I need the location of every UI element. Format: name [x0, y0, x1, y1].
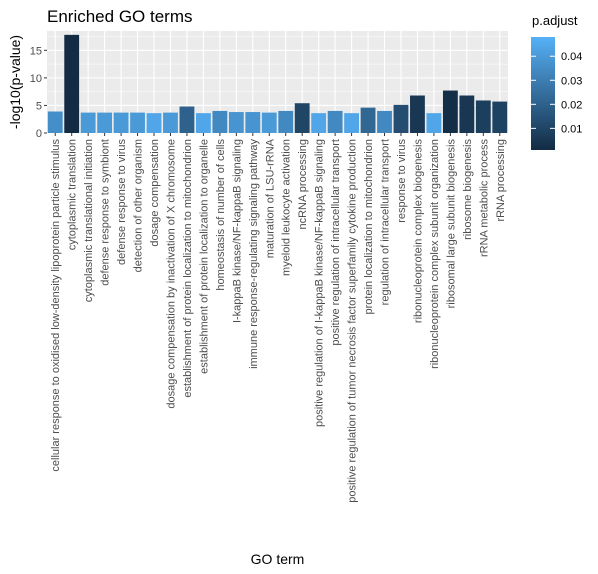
- x-tick-label: ncRNA processing: [297, 139, 309, 230]
- x-tick-label: rRNA processing: [495, 139, 507, 222]
- bar: [426, 113, 442, 133]
- legend: p.adjust 0.01 0.02 0.03 0.04: [531, 13, 582, 150]
- chart-title: Enriched GO terms: [47, 7, 193, 26]
- x-tick-label: maturation of LSU-rRNA: [264, 138, 276, 258]
- bar: [410, 95, 425, 133]
- bar: [311, 113, 327, 133]
- bar: [442, 90, 458, 133]
- y-tick-label: 15: [30, 45, 42, 57]
- x-tick-label: defense response to virus: [116, 139, 128, 265]
- bar: [245, 112, 261, 133]
- bar: [130, 112, 145, 133]
- bar: [64, 34, 80, 133]
- y-axis-ticks: 0 5 10 15: [30, 45, 47, 140]
- x-tick-label: cytoplasmic translation: [67, 139, 79, 250]
- bar: [196, 113, 211, 133]
- y-tick-label: 0: [36, 128, 42, 140]
- x-tick-label: establishment of protein localization to…: [198, 139, 210, 374]
- bar: [80, 112, 96, 133]
- x-tick-label: protein localization to mitochondrion: [363, 139, 375, 315]
- x-tick-label: ribosomal large subunit biogenesis: [445, 139, 457, 309]
- bar: [327, 110, 343, 133]
- x-tick-label: ribonucleoprotein complex subunit organi…: [429, 139, 441, 369]
- bar: [294, 103, 310, 133]
- legend-colorbar: [531, 37, 555, 150]
- bar: [261, 112, 277, 133]
- bar: [97, 112, 113, 133]
- x-tick-label: positive regulation of tumor necrosis fa…: [347, 139, 359, 503]
- y-tick-label: 5: [36, 100, 42, 112]
- bar: [113, 112, 129, 133]
- bar: [212, 110, 228, 133]
- x-tick-label: establishment of protein localization to…: [182, 139, 194, 398]
- x-tick-label: cellular response to oxidised low-densit…: [50, 139, 62, 472]
- x-tick-label: positive regulation of I-kappaB kinase/N…: [314, 139, 326, 427]
- x-tick-label: homeostasis of number of cells: [215, 139, 227, 291]
- bar: [47, 111, 63, 133]
- bar: [360, 107, 376, 133]
- legend-tick-label: 0.03: [561, 75, 582, 87]
- x-tick-label: I-kappaB kinase/NF-kappaB signaling: [231, 139, 243, 323]
- x-axis-title: GO term: [251, 551, 305, 567]
- x-tick-label: dosage compensation: [149, 139, 161, 247]
- x-tick-label: ribosome biogenesis: [462, 139, 474, 240]
- bar: [459, 95, 475, 133]
- x-tick-label: positive regulation of intracellular tra…: [330, 139, 342, 346]
- x-tick-label: ribonucleoprotein complex biogenesis: [412, 139, 424, 324]
- legend-tick-label: 0.01: [561, 123, 582, 135]
- bar: [163, 112, 178, 133]
- y-tick-label: 10: [30, 73, 42, 85]
- x-tick-label: regulation of intracellular transport: [380, 139, 392, 305]
- bar: [475, 100, 491, 133]
- legend-tick-label: 0.02: [561, 99, 582, 111]
- y-axis-title: -log10(p-value): [7, 35, 23, 129]
- x-tick-label: cytoplasmic translational initiation: [83, 139, 95, 302]
- x-tick-label: response to virus: [396, 139, 408, 223]
- bar: [179, 106, 195, 133]
- bar: [344, 113, 359, 133]
- bars: [47, 34, 508, 133]
- x-tick-label: detection of other organism: [133, 139, 145, 272]
- bar: [393, 104, 409, 133]
- legend-title: p.adjust: [532, 13, 578, 28]
- x-tick-label: immune response-regulating signaling pat…: [248, 139, 260, 369]
- x-tick-label: dosage compensation by inactivation of X…: [165, 139, 177, 409]
- x-tick-label: myeloid leukocyte activation: [281, 139, 293, 276]
- bar: [228, 112, 244, 133]
- bar: [377, 110, 392, 133]
- x-tick-label: rRNA metabolic process: [478, 139, 490, 257]
- bar: [492, 101, 508, 133]
- bar: [278, 110, 294, 133]
- x-tick-label: defense response to symbiont: [100, 139, 112, 286]
- bar: [146, 113, 162, 133]
- x-axis-ticks: cellular response to oxidised low-densit…: [50, 133, 507, 503]
- legend-tick-label: 0.04: [561, 51, 582, 63]
